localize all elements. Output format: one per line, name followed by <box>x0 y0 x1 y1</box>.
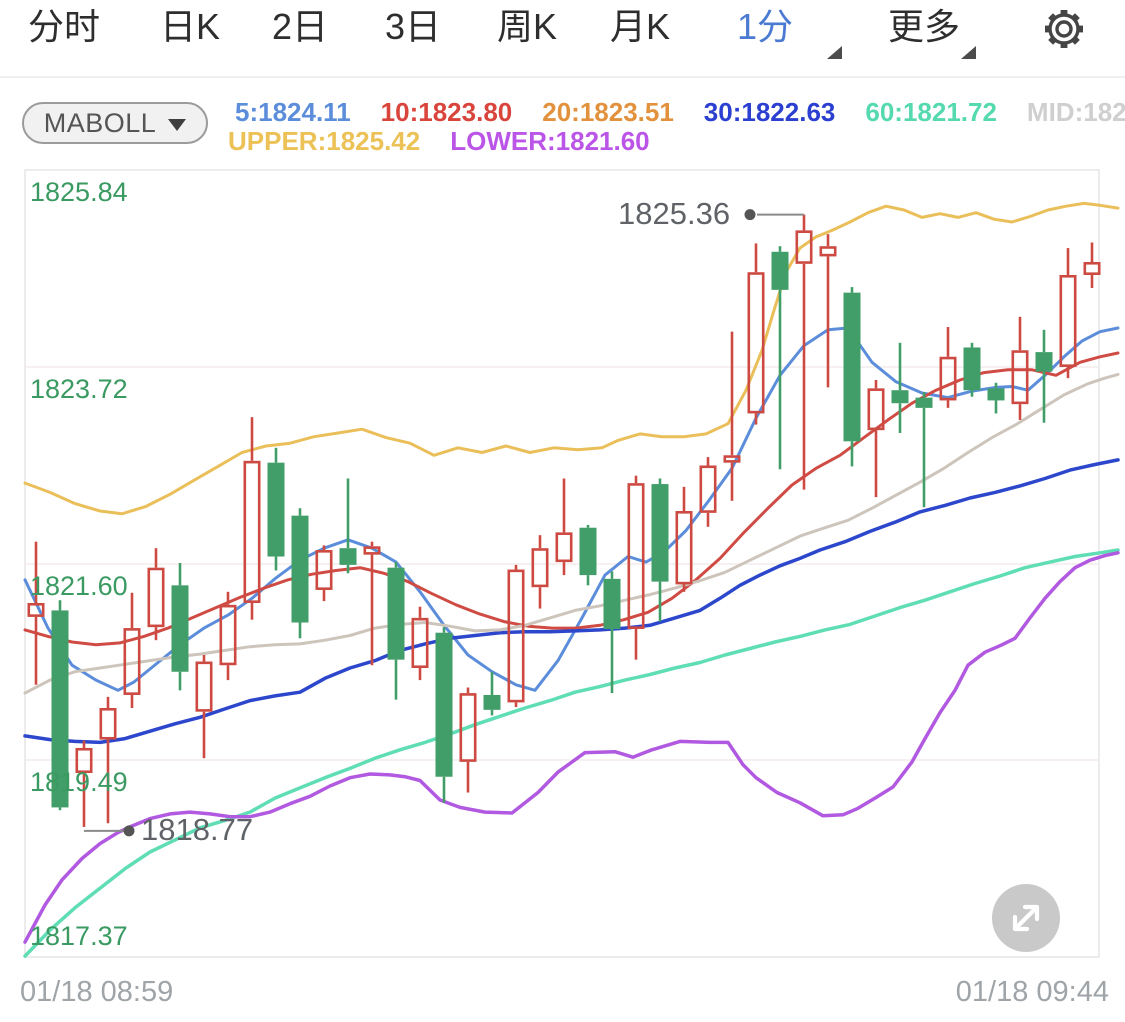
ma10-value: 10:1823.80 <box>380 97 513 127</box>
tab-timeshare[interactable]: 分时 <box>28 6 101 47</box>
indicator-selector-label: MABOLL <box>43 107 157 138</box>
mid-value: MID:1823.51 <box>1026 97 1125 127</box>
settings-gear-icon[interactable] <box>1037 2 1091 56</box>
tab-2day[interactable]: 2日 <box>272 6 329 47</box>
ma30-value: 30:1822.63 <box>703 97 836 127</box>
ma5-value: 5:1824.11 <box>235 97 351 127</box>
chart-type-nav: 分时 日K 2日 3日 周K 月K 1分 更多 <box>0 0 1125 78</box>
dropdown-corner-icon-1min <box>827 46 842 59</box>
lower-value: LOWER:1821.60 <box>450 126 650 156</box>
fullscreen-expand-button[interactable] <box>992 884 1060 952</box>
ma60-value: 60:1821.72 <box>865 97 997 127</box>
start-time-label: 01/18 08:59 <box>20 976 174 1008</box>
y-axis-label: 1817.37 <box>30 921 128 951</box>
boll-values-row: UPPER:1825.42 LOWER:1821.60 <box>228 126 650 157</box>
tab-3day[interactable]: 3日 <box>385 6 442 47</box>
tab-monthly-k[interactable]: 月K <box>610 6 671 47</box>
y-axis-label: 1825.84 <box>30 177 128 207</box>
dropdown-corner-icon-more <box>961 46 976 59</box>
expand-arrows-icon <box>1012 904 1040 932</box>
upper-value: UPPER:1825.42 <box>228 126 421 156</box>
ma20-value: 20:1823.51 <box>542 97 674 127</box>
ma-values-row: 5:1824.11 10:1823.80 20:1823.51 30:1822.63 6… <box>235 97 1125 128</box>
y-axis-label: 1823.72 <box>30 373 128 404</box>
y-axis-label: 1819.49 <box>30 767 128 798</box>
tab-weekly-k[interactable]: 周K <box>497 6 558 47</box>
indicator-selector-button[interactable]: MABOLL <box>22 102 208 144</box>
end-time-label: 01/18 09:44 <box>955 976 1109 1008</box>
y-axis-label: 1821.60 <box>30 570 128 601</box>
chevron-down-icon <box>168 118 187 131</box>
tab-more[interactable]: 更多 <box>888 6 961 47</box>
low-price-annotation: 1818.77 <box>141 812 254 847</box>
tab-daily-k[interactable]: 日K <box>160 6 221 47</box>
tab-1min[interactable]: 1分 <box>737 6 794 47</box>
high-price-annotation: 1825.36 <box>618 196 731 231</box>
